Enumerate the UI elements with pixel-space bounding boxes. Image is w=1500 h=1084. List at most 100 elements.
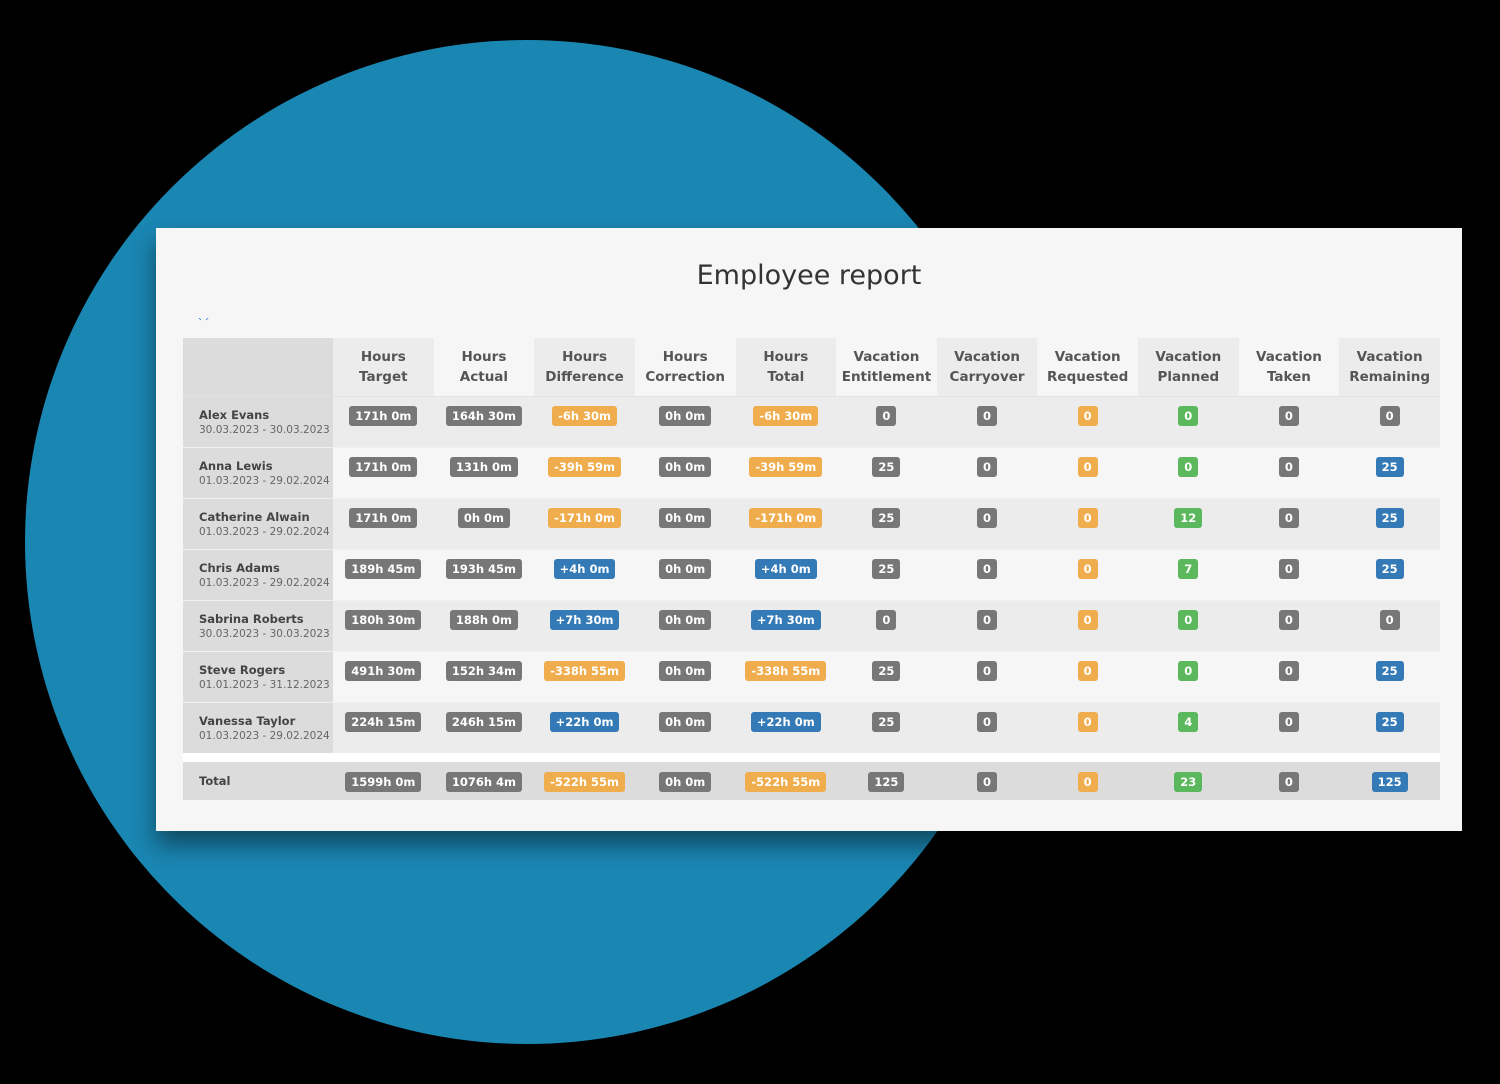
total-badge: -522h 55m — [745, 771, 827, 792]
value-cell: 25 — [1339, 702, 1440, 753]
value-badge: 0h 0m — [659, 457, 712, 477]
value-badge: 131h 0m — [449, 457, 519, 477]
value-cell: -39h 59m — [534, 447, 635, 499]
value-badge: 0h 0m — [457, 508, 511, 528]
value-cell: 0h 0m — [634, 651, 736, 703]
value-cell: 0h 0m — [634, 396, 736, 448]
value-cell: 0 — [936, 651, 1038, 703]
value-badge: 0 — [1379, 406, 1400, 426]
column-header-hours-correction[interactable]: Hours Correction — [634, 338, 736, 397]
value-badge: 0 — [1077, 712, 1098, 732]
value-badge: 152h 34m — [445, 661, 523, 681]
column-header-vacation-carryover[interactable]: Vacation Carryover — [936, 338, 1038, 397]
employee-name[interactable]: Steve Rogers — [199, 663, 286, 677]
value-badge: 25 — [872, 712, 901, 732]
value-cell: +7h 30m — [735, 600, 837, 652]
value-cell: 25 — [836, 498, 937, 550]
separator-cell — [183, 753, 1440, 762]
value-badge: 25 — [1375, 508, 1404, 528]
value-badge: -338h 55m — [544, 661, 626, 681]
value-cell: 25 — [836, 447, 937, 499]
value-cell: 0 — [1238, 600, 1340, 652]
value-cell: 180h 30m — [333, 600, 434, 652]
column-header-vacation-planned[interactable]: Vacation Planned — [1138, 338, 1239, 397]
value-badge: 0 — [1077, 661, 1098, 681]
column-header-line2: Correction — [645, 369, 725, 385]
value-badge: 25 — [1375, 457, 1404, 477]
employee-date-range: 01.01.2023 - 31.12.2023 — [199, 679, 330, 691]
value-cell: 193h 45m — [433, 549, 535, 601]
value-cell: 0 — [836, 600, 937, 652]
report-card: Employee report ‹ › Hours Target Hours Actu… — [156, 228, 1462, 831]
column-header-hours-difference[interactable]: Hours Difference — [534, 338, 635, 397]
column-header-vacation-entitlement[interactable]: Vacation Entitlement — [836, 338, 937, 397]
report-table-container: Hours Target Hours Actual Hours Difference Hou… — [183, 338, 1440, 800]
total-badge: 1076h 4m — [445, 771, 523, 792]
column-header-hours-total[interactable]: Hours Total — [735, 338, 837, 397]
total-badge: 0h 0m — [659, 771, 712, 792]
employee-name[interactable]: Catherine Alwain — [199, 510, 310, 524]
value-badge: 0h 0m — [659, 406, 712, 426]
value-cell: -171h 0m — [534, 498, 635, 550]
column-header-hours-target[interactable]: Hours Target — [333, 338, 434, 397]
value-cell: +4h 0m — [735, 549, 837, 601]
employee-name[interactable]: Chris Adams — [199, 561, 280, 575]
column-header-line2: Planned — [1157, 369, 1220, 385]
employee-name[interactable]: Vanessa Taylor — [199, 714, 296, 728]
value-badge: 491h 30m — [345, 661, 422, 681]
total-value-cell: 0 — [936, 762, 1038, 800]
employee-name[interactable]: Sabrina Roberts — [199, 612, 304, 626]
value-badge: 25 — [1375, 559, 1404, 579]
value-cell: 152h 34m — [433, 651, 535, 703]
value-cell: -39h 59m — [735, 447, 837, 499]
value-cell: 0 — [1238, 549, 1340, 601]
clipped-link[interactable]: ‹ › — [198, 318, 294, 321]
employee-report-table: Hours Target Hours Actual Hours Difference Hou… — [183, 338, 1440, 800]
employee-cell: Sabrina Roberts 30.03.2023 - 30.03.2023 — [183, 600, 333, 652]
value-badge: 0 — [977, 457, 998, 477]
column-header-line2: Carryover — [949, 369, 1025, 385]
total-value-cell: 125 — [1339, 762, 1440, 800]
value-cell: 0h 0m — [634, 702, 736, 753]
column-header-line2: Difference — [545, 369, 624, 385]
column-header-vacation-requested[interactable]: Vacation Requested — [1037, 338, 1138, 397]
column-header-vacation-remaining[interactable]: Vacation Remaining — [1339, 338, 1440, 397]
total-separator — [183, 753, 1440, 762]
value-cell: +22h 0m — [534, 702, 635, 753]
value-cell: 491h 30m — [333, 651, 434, 703]
value-cell: 0 — [936, 549, 1038, 601]
value-cell: -338h 55m — [735, 651, 837, 703]
value-badge: 0 — [977, 712, 998, 732]
column-header-vacation-taken[interactable]: Vacation Taken — [1238, 338, 1340, 397]
value-cell: 0h 0m — [634, 498, 736, 550]
employee-name[interactable]: Anna Lewis — [199, 459, 273, 473]
value-badge: 188h 0m — [449, 610, 519, 630]
page-title: Employee report — [696, 260, 922, 291]
value-badge: 0 — [1178, 457, 1199, 477]
value-badge: 189h 45m — [345, 559, 422, 579]
value-cell: 171h 0m — [333, 498, 434, 550]
value-badge: 171h 0m — [349, 508, 418, 528]
value-badge: 0 — [1178, 661, 1199, 681]
total-badge: 0 — [1278, 771, 1299, 792]
employee-date-range: 01.03.2023 - 29.02.2024 — [199, 526, 330, 538]
total-value-cell: 0h 0m — [634, 762, 736, 800]
value-badge: +4h 0m — [553, 559, 616, 579]
total-badge: 1599h 0m — [345, 771, 422, 792]
value-badge: 0 — [1278, 508, 1299, 528]
total-value-cell: 0 — [1238, 762, 1340, 800]
value-cell: 0 — [936, 396, 1038, 448]
total-label: Total — [199, 774, 231, 788]
value-cell: -6h 30m — [534, 396, 635, 448]
value-cell: 25 — [1339, 447, 1440, 499]
total-value-cell: 0 — [1037, 762, 1138, 800]
value-badge: 0 — [1278, 457, 1299, 477]
employee-name[interactable]: Alex Evans — [199, 408, 270, 422]
value-cell: 246h 15m — [433, 702, 535, 753]
value-cell: 0 — [1238, 498, 1340, 550]
value-badge: 25 — [1375, 661, 1404, 681]
value-badge: 0 — [1278, 610, 1299, 630]
value-badge: 25 — [872, 559, 901, 579]
column-header-hours-actual[interactable]: Hours Actual — [433, 338, 535, 397]
employee-cell: Alex Evans 30.03.2023 - 30.03.2023 — [183, 396, 333, 448]
